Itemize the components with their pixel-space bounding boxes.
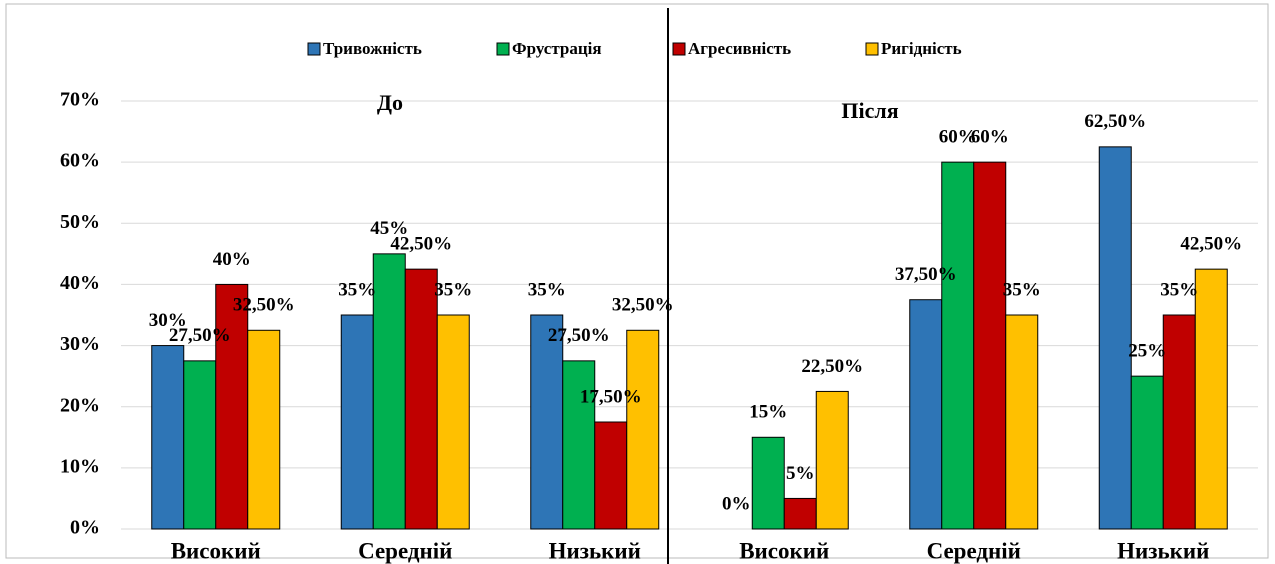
value-label: 60% [939,127,977,148]
value-label: 15% [749,402,787,423]
value-label: 35% [1160,279,1198,300]
bar [941,161,975,530]
legend-label: Тривожність [323,39,422,58]
value-label: 42,50% [1180,234,1242,255]
value-label: 27,50% [548,325,610,346]
bar [783,497,817,530]
bar [372,253,406,530]
value-label: 60% [971,127,1009,148]
y-tick-label: 0% [70,517,100,539]
value-label: 42,50% [390,234,452,255]
bar [1130,375,1164,530]
bars [151,146,1228,530]
value-label: 32,50% [233,295,295,316]
x-tick-label: Низький [549,538,641,563]
value-label: 30% [149,310,187,331]
bar [183,360,217,530]
value-label: 35% [1003,279,1041,300]
bar [404,268,438,530]
y-tick-label: 70% [60,89,100,111]
y-tick-label: 20% [60,394,100,416]
bar [340,314,374,530]
value-label: 5% [786,463,815,484]
bar [1162,314,1196,530]
bar [909,299,943,530]
value-label: 27,50% [169,325,231,346]
legend-label: Агресивність [688,39,791,58]
legend-swatch [865,42,879,56]
value-label: 35% [434,279,472,300]
legend-label: Ригідність [881,39,962,58]
bar [1194,268,1228,530]
bar [215,283,249,530]
value-label: 45% [370,218,408,239]
labels: 0% 10% 20% 30% 40% 50% 60% 70% Тривожність Фрустр… [60,39,1242,563]
y-tick-label: 40% [60,272,100,294]
y-tick-label: 50% [60,211,100,233]
value-label: 35% [338,279,376,300]
y-tick-label: 10% [60,455,100,477]
bar [530,314,564,530]
bar [751,436,785,530]
bar [626,329,660,530]
annotation: Після [841,98,898,123]
x-tick-label: Середній [358,538,452,563]
legend-swatch [672,42,686,56]
bar [1098,146,1132,530]
value-label: 40% [213,249,251,270]
bar [973,161,1007,530]
legend-swatch [307,42,321,56]
grid [121,100,1258,530]
value-label: 0% [722,493,751,514]
bar [247,329,281,530]
x-tick-label: Високий [739,538,829,563]
bar [151,345,185,530]
value-label: 62,50% [1084,111,1146,132]
value-label: 35% [528,279,566,300]
value-label: 22,50% [801,356,863,377]
bar [594,421,628,530]
bar [1005,314,1039,530]
x-tick-label: Низький [1117,538,1209,563]
annotation: До [377,90,403,115]
legend-label: Фрустрація [512,39,602,58]
value-label: 32,50% [612,295,674,316]
bar [436,314,470,530]
y-tick-label: 30% [60,333,100,355]
bar [562,360,596,530]
x-tick-label: Середній [927,538,1021,563]
y-tick-label: 60% [60,150,100,172]
x-tick-label: Високий [171,538,261,563]
value-label: 25% [1128,341,1166,362]
value-label: 37,50% [895,264,957,285]
legend-swatch [496,42,510,56]
value-label: 17,50% [580,386,642,407]
bar [815,390,849,530]
